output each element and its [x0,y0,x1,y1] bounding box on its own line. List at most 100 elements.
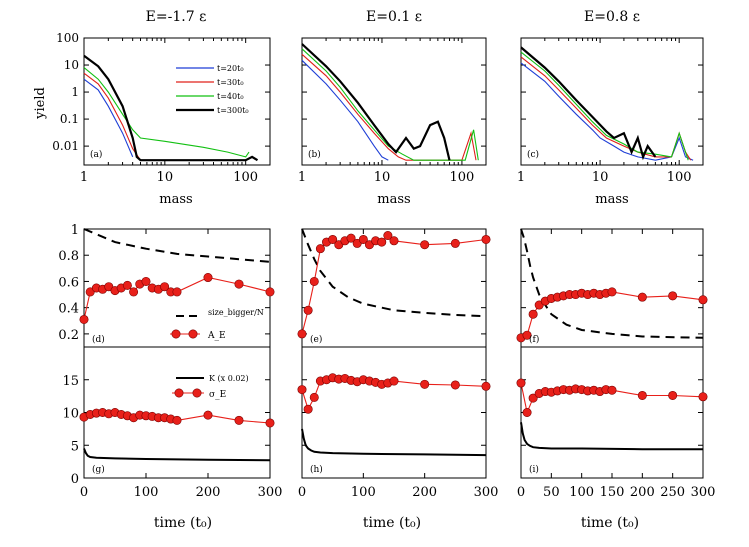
sigma-point [668,390,678,400]
x-axis-label-time-2: time (t₀) [363,515,421,531]
ae-point [141,276,151,286]
sigma-point [528,393,538,403]
sigma-point [637,390,647,400]
size-bigger-curve [301,228,487,318]
ae-point [303,305,313,315]
ae-point [358,234,368,244]
ae-point [79,314,89,324]
ae-point [172,287,182,297]
ae-point [668,291,678,301]
y-tick-label: 0.4 [58,302,79,317]
y-tick-label: 100 [56,31,79,45]
size-bigger-curve [83,228,271,263]
x-tick-label: 200 [196,485,221,500]
y-tick-label: 0.1 [60,112,79,126]
x-axis-label-mass-2: mass [377,192,410,207]
y-tick-label: 0.8 [58,249,79,264]
y-tick-label: 15 [62,374,79,389]
legend-marker [188,329,198,339]
x-axis-label-mass-1: mass [159,192,192,207]
ae-point [122,280,132,290]
x-tick-label: 0 [298,485,306,500]
legend-label: size_bigger/N [208,308,264,317]
ae-point [528,309,538,319]
ae-point [203,273,213,283]
sigma-point [172,415,182,425]
panel-label: (c) [527,149,539,160]
x-tick-label: 1 [517,170,525,185]
series-line-t300t [83,54,259,162]
x-axis-label-time-1: time (t₀) [154,515,212,531]
x-tick-label: 10 [374,170,391,185]
column-title-3: E=0.8 ε [584,9,640,25]
panel-label: (a) [90,149,102,160]
legend-label: K (x 0.02) [209,374,249,383]
legend-marker [192,388,202,398]
x-axis-label-time-3: time (t₀) [581,515,639,531]
y-axis-label-yield: yield [33,87,48,120]
series-line-t20t [83,78,134,158]
ae-point [637,292,647,302]
x-tick-label: 100 [351,485,376,500]
panel-label: (b) [308,149,321,160]
panel-label: (d) [92,334,105,345]
sigma-point [234,415,244,425]
ae-line [301,234,487,335]
x-tick-label: 300 [258,485,283,500]
series-line-t30t [301,53,477,161]
x-axis-label-mass-3: mass [595,192,628,207]
ae-point [522,330,532,340]
x-tick-label: 0 [517,485,525,500]
legend-label: t=20t₀ [217,64,244,73]
panel-label: (e) [310,334,322,345]
ae-point [315,244,325,254]
x-tick-label: 1 [80,170,88,185]
bottom-panel-frame-3 [520,346,704,479]
y-tick-label: 0.6 [58,275,79,290]
y-tick-label: 5 [71,439,79,454]
series-line-t20t [301,59,389,161]
panel-label: (f) [529,334,539,345]
x-tick-label: 10 [157,170,174,185]
x-tick-label: 10 [592,170,609,185]
ae-point [265,287,275,297]
legend-label: A_E [207,331,226,341]
sigma-point [516,378,526,388]
ae-point [481,234,491,244]
x-tick-label: 150 [600,485,625,500]
series-line-t300t [301,43,451,161]
k-curve [520,422,703,451]
ae-point [607,287,617,297]
top-panel-frame-2 [301,37,487,166]
legend-label: σ_E [209,390,226,400]
sigma-point [303,404,313,414]
ae-point [160,282,170,292]
legend-marker [174,388,184,398]
series-line-t30t [83,72,141,161]
column-title-1: E=-1.7 ε [146,9,207,25]
sigma-point [522,407,532,417]
series-line-t40t [83,67,250,158]
y-tick-label: 1 [71,223,79,238]
series-line-t20t [520,62,694,161]
sigma-point [265,418,275,428]
x-tick-label: 200 [630,485,655,500]
series-line-t40t [301,48,479,161]
x-tick-label: 100 [134,485,159,500]
y-tick-label: 0.01 [52,139,79,153]
x-tick-label: 0 [80,485,88,500]
sigma-point [309,392,319,402]
legend-label: t=30t₀ [217,78,244,87]
top-panel-frame-3 [520,37,704,166]
sigma-point [203,410,213,420]
series-line-t300t [520,46,657,161]
sigma-point [389,376,399,386]
k-curve [83,448,271,462]
ae-point [346,233,356,243]
y-tick-label: 1 [71,85,79,99]
top-panel-frame-1 [83,37,271,166]
ae-point [450,238,460,248]
ae-point [698,295,708,305]
x-tick-label: 100 [569,485,594,500]
